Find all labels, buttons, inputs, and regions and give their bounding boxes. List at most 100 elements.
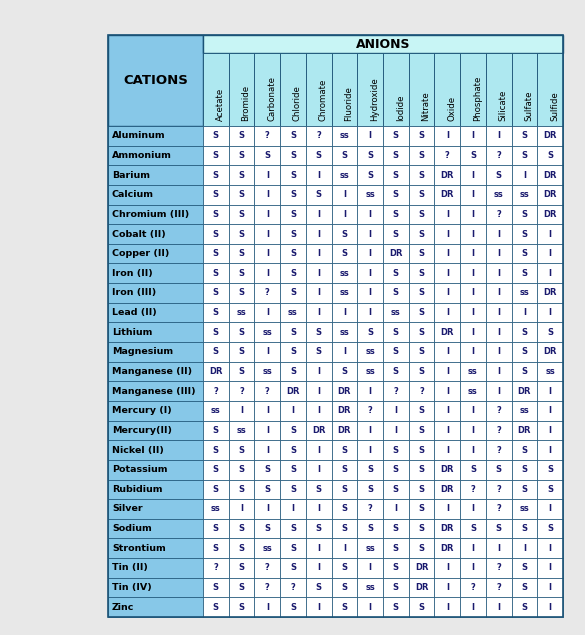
Bar <box>357 598 383 617</box>
Bar <box>280 598 306 617</box>
Text: ?: ? <box>265 387 270 396</box>
Text: Potassium: Potassium <box>112 465 167 474</box>
Bar <box>460 303 486 323</box>
Bar <box>460 126 486 145</box>
Bar <box>511 303 537 323</box>
Bar <box>486 303 511 323</box>
Text: I: I <box>317 504 320 514</box>
Bar <box>229 420 254 440</box>
Bar <box>332 460 357 479</box>
Text: ss: ss <box>211 406 221 415</box>
Bar <box>108 499 203 519</box>
Bar <box>357 244 383 264</box>
Text: ?: ? <box>316 131 321 140</box>
Text: I: I <box>369 210 371 219</box>
Text: DR: DR <box>543 190 557 199</box>
Text: S: S <box>419 288 425 297</box>
Text: S: S <box>393 229 399 239</box>
Text: S: S <box>393 465 399 474</box>
Text: I: I <box>317 367 320 376</box>
Text: ss: ss <box>339 269 349 277</box>
Bar <box>332 519 357 538</box>
Text: ss: ss <box>365 367 375 376</box>
Text: S: S <box>419 229 425 239</box>
Text: S: S <box>393 347 399 356</box>
Text: I: I <box>266 446 269 455</box>
Text: ss: ss <box>468 387 478 396</box>
Bar <box>280 440 306 460</box>
Bar <box>332 420 357 440</box>
Bar <box>108 145 203 165</box>
Text: S: S <box>419 544 425 552</box>
Bar <box>108 35 203 126</box>
Text: I: I <box>343 308 346 317</box>
Text: I: I <box>266 190 269 199</box>
Text: I: I <box>266 347 269 356</box>
Bar <box>280 460 306 479</box>
Bar <box>435 440 460 460</box>
Bar <box>409 440 435 460</box>
Text: Strontium: Strontium <box>112 544 166 552</box>
Text: DR: DR <box>441 524 454 533</box>
Text: DR: DR <box>441 544 454 552</box>
Text: S: S <box>342 249 347 258</box>
Text: ?: ? <box>496 563 501 572</box>
Text: S: S <box>419 249 425 258</box>
Bar <box>254 382 280 401</box>
Bar <box>460 224 486 244</box>
Bar <box>306 145 332 165</box>
Bar <box>435 165 460 185</box>
Text: S: S <box>239 524 245 533</box>
Bar <box>306 244 332 264</box>
Text: ?: ? <box>265 563 270 572</box>
Bar <box>203 224 229 244</box>
Bar <box>108 382 203 401</box>
Text: S: S <box>342 583 347 592</box>
Bar <box>511 578 537 598</box>
Text: I: I <box>446 426 449 435</box>
Text: I: I <box>266 603 269 612</box>
Bar <box>383 185 409 204</box>
Text: I: I <box>266 426 269 435</box>
Bar <box>460 145 486 165</box>
Text: S: S <box>393 367 399 376</box>
Bar <box>108 538 203 558</box>
Bar <box>537 53 563 126</box>
Text: ?: ? <box>265 288 270 297</box>
Text: S: S <box>521 583 528 592</box>
Bar <box>511 53 537 126</box>
Bar <box>332 165 357 185</box>
Bar <box>108 283 203 303</box>
Bar <box>332 145 357 165</box>
Bar <box>537 165 563 185</box>
Text: ?: ? <box>394 387 398 396</box>
Bar <box>254 460 280 479</box>
Bar <box>306 519 332 538</box>
Bar <box>357 499 383 519</box>
Text: S: S <box>419 485 425 494</box>
Bar <box>486 264 511 283</box>
Bar <box>537 479 563 499</box>
Text: S: S <box>290 190 296 199</box>
Text: I: I <box>497 347 500 356</box>
Bar <box>511 519 537 538</box>
Text: ss: ss <box>237 308 246 317</box>
Bar <box>460 479 486 499</box>
Bar <box>409 578 435 598</box>
Text: S: S <box>419 328 425 337</box>
Text: S: S <box>290 328 296 337</box>
Text: I: I <box>317 465 320 474</box>
Text: I: I <box>446 504 449 514</box>
Bar <box>306 382 332 401</box>
Text: S: S <box>367 328 373 337</box>
Text: I: I <box>317 210 320 219</box>
Bar <box>108 362 203 382</box>
Text: S: S <box>264 524 270 533</box>
Bar <box>486 53 511 126</box>
Bar <box>357 53 383 126</box>
Text: I: I <box>446 229 449 239</box>
Bar <box>486 382 511 401</box>
Text: S: S <box>239 465 245 474</box>
Bar <box>254 538 280 558</box>
Text: ss: ss <box>237 426 246 435</box>
